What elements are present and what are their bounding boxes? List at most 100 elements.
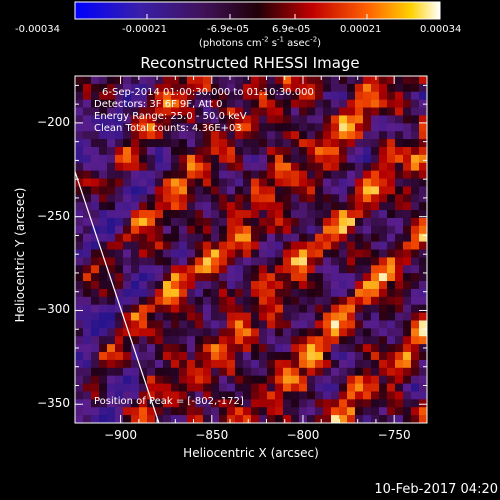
- heatmap-cell: [219, 352, 228, 361]
- heatmap-cell: [387, 210, 396, 219]
- heatmap-cell: [331, 304, 340, 313]
- heatmap-cell: [315, 170, 324, 179]
- heatmap-cell: [99, 359, 108, 369]
- heatmap-cell: [395, 202, 404, 211]
- heatmap-cell: [291, 336, 300, 345]
- heatmap-cell: [83, 107, 92, 116]
- heatmap-cell: [275, 146, 284, 156]
- heatmap-cell: [259, 178, 268, 187]
- heatmap-cell: [195, 241, 204, 250]
- heatmap-cell: [187, 107, 196, 116]
- heatmap-cell: [395, 233, 404, 242]
- heatmap-cell: [195, 336, 204, 345]
- heatmap-cell: [227, 265, 236, 274]
- heatmap-cell: [91, 123, 100, 132]
- heatmap-cell: [275, 162, 284, 171]
- heatmap-cell: [251, 296, 260, 306]
- heatmap-cell: [283, 249, 292, 258]
- heatmap-cell: [211, 281, 220, 290]
- heatmap-cell: [235, 399, 244, 408]
- heatmap-cell: [259, 170, 268, 179]
- heatmap-cell: [171, 194, 180, 203]
- heatmap-cell: [171, 115, 180, 124]
- heatmap-cell: [219, 296, 228, 306]
- heatmap-cell: [371, 281, 380, 290]
- heatmap-cell: [155, 352, 164, 361]
- heatmap-cell: [83, 359, 92, 369]
- heatmap-cell: [211, 304, 220, 313]
- heatmap-cell: [419, 383, 428, 392]
- heatmap-cell: [379, 367, 388, 376]
- heatmap-cell: [331, 265, 340, 274]
- heatmap-cell: [411, 344, 420, 353]
- heatmap-cell: [123, 391, 132, 400]
- heatmap-cell: [283, 352, 292, 361]
- heatmap-cell: [179, 233, 188, 242]
- heatmap-cell: [91, 139, 100, 148]
- heatmap-cell: [115, 178, 124, 187]
- heatmap-cell: [243, 383, 252, 392]
- heatmap-cell: [131, 194, 140, 203]
- heatmap-cell: [131, 99, 140, 108]
- heatmap-cell: [235, 415, 244, 424]
- heatmap-cell: [339, 210, 348, 219]
- heatmap-cell: [395, 359, 404, 369]
- heatmap-cell: [179, 115, 188, 124]
- heatmap-cell: [147, 375, 156, 384]
- heatmap-cell: [355, 328, 364, 337]
- heatmap-cell: [243, 415, 252, 424]
- heatmap-cell: [227, 202, 236, 211]
- heatmap-cell: [131, 399, 140, 408]
- heatmap-cell: [163, 154, 172, 164]
- heatmap-cell: [403, 288, 412, 298]
- heatmap-cell: [243, 99, 252, 108]
- heatmap-cell: [363, 131, 372, 140]
- heatmap-cell: [339, 162, 348, 171]
- heatmap-cell: [91, 178, 100, 187]
- heatmap-cell: [195, 359, 204, 369]
- heatmap-cell: [355, 83, 364, 93]
- heatmap-cell: [155, 233, 164, 242]
- heatmap-cell: [83, 391, 92, 400]
- heatmap-cell: [291, 210, 300, 219]
- heatmap-cell: [331, 391, 340, 400]
- heatmap-cell: [139, 296, 148, 306]
- heatmap-cell: [339, 139, 348, 148]
- heatmap-cell: [171, 367, 180, 376]
- heatmap-cell: [187, 241, 196, 250]
- heatmap-cell: [99, 352, 108, 361]
- heatmap-cell: [355, 154, 364, 164]
- heatmap-cell: [251, 407, 260, 416]
- heatmap-cell: [307, 273, 316, 282]
- heatmap-cell: [363, 186, 372, 195]
- heatmap-cell: [363, 202, 372, 211]
- heatmap-cell: [363, 146, 372, 156]
- heatmap-cell: [219, 415, 228, 424]
- heatmap-cell: [315, 320, 324, 329]
- footer-timestamp: 10-Feb-2017 04:20: [374, 482, 498, 497]
- heatmap-cell: [323, 76, 332, 85]
- heatmap-cell: [211, 225, 220, 235]
- heatmap-cell: [75, 83, 84, 93]
- heatmap-cell: [235, 107, 244, 116]
- heatmap-cell: [99, 76, 108, 85]
- heatmap-cell: [283, 210, 292, 219]
- heatmap-cell: [83, 296, 92, 306]
- heatmap-cell: [371, 328, 380, 337]
- heatmap-cell: [283, 320, 292, 329]
- heatmap-cell: [155, 320, 164, 329]
- heatmap-cell: [363, 210, 372, 219]
- heatmap-cell: [411, 217, 420, 227]
- heatmap-cell: [91, 76, 100, 85]
- heatmap-cell: [355, 76, 364, 85]
- heatmap-cell: [339, 288, 348, 298]
- heatmap-cell: [363, 352, 372, 361]
- heatmap-cell: [131, 83, 140, 93]
- heatmap-cell: [299, 352, 308, 361]
- heatmap-cell: [259, 320, 268, 329]
- heatmap-cell: [371, 91, 380, 100]
- heatmap-cell: [387, 367, 396, 376]
- heatmap-cell: [379, 233, 388, 242]
- heatmap-cell: [299, 296, 308, 306]
- heatmap-cell: [107, 115, 116, 124]
